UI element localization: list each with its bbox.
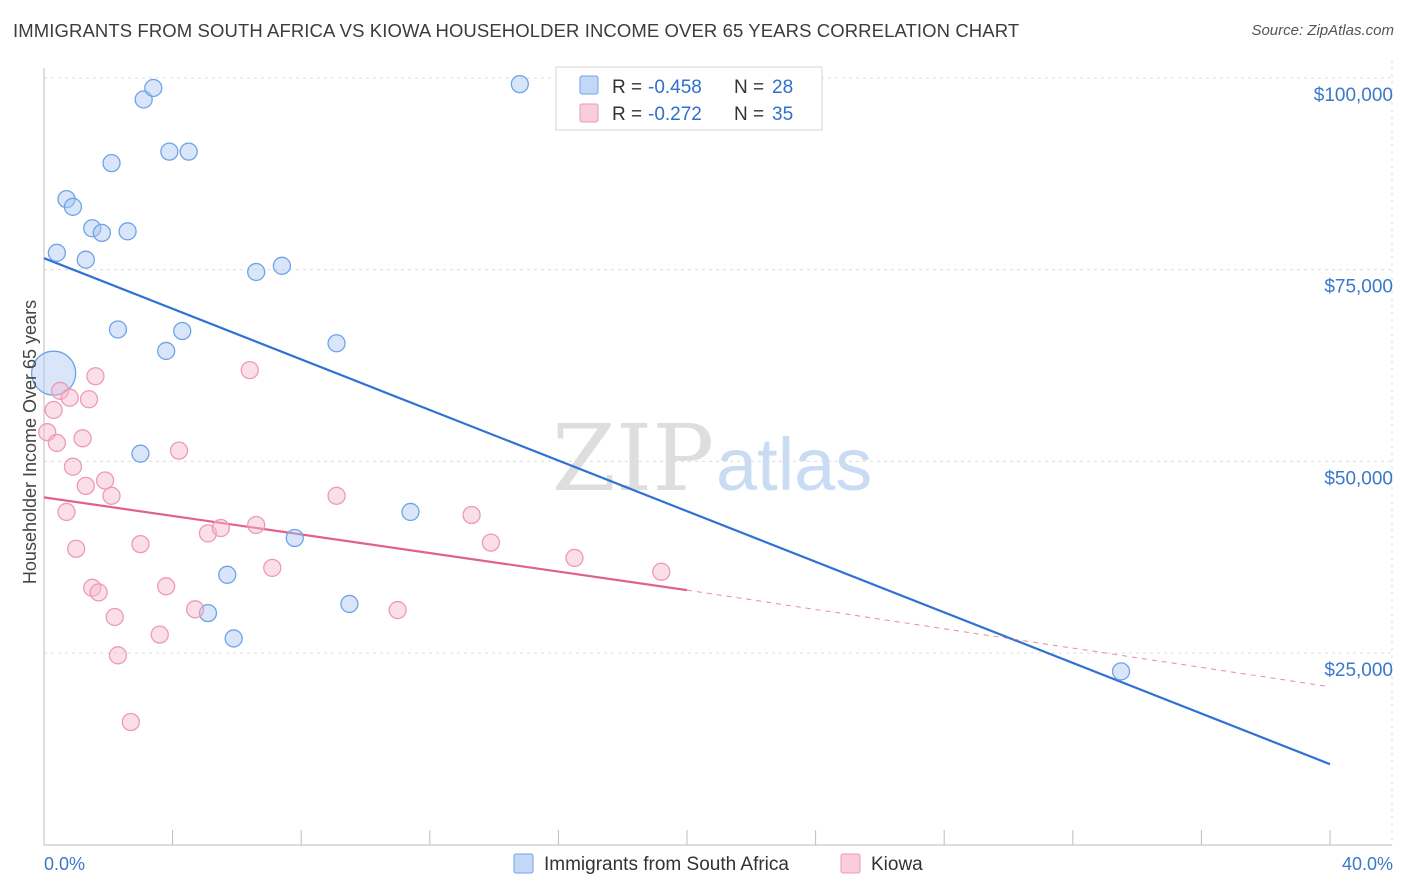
point-south-africa (179, 142, 198, 161)
point-kiowa (327, 486, 346, 505)
x-tick-label: 40.0% (1342, 854, 1393, 874)
bottom-legend: Immigrants from South Africa Kiowa (513, 853, 923, 875)
trend-line-extension-1 (686, 589, 1331, 688)
point-kiowa (63, 457, 83, 476)
point-south-africa (144, 78, 163, 98)
point-kiowa (86, 367, 105, 386)
trend-line-1 (43, 496, 688, 592)
point-south-africa (272, 256, 292, 275)
legend-swatch-south-africa (579, 75, 599, 95)
point-south-africa (47, 243, 67, 262)
legend-box: R = -0.458 N = 28 R = -0.272 N = 35 (555, 66, 823, 131)
point-kiowa (150, 625, 169, 644)
point-kiowa (47, 433, 67, 453)
point-kiowa (121, 712, 140, 732)
y-axis-label: Householder Income Over 65 years (20, 300, 40, 584)
legend-r-value-kiowa: -0.272 (648, 104, 702, 125)
point-south-africa (108, 320, 128, 339)
point-south-africa (83, 219, 102, 238)
point-kiowa (263, 558, 282, 578)
point-kiowa (211, 518, 230, 538)
point-kiowa (169, 441, 189, 460)
point-kiowa (652, 562, 671, 581)
point-kiowa (76, 476, 95, 496)
point-south-africa (510, 74, 529, 94)
bottom-legend-swatch-south-africa (513, 853, 534, 874)
point-kiowa (157, 577, 176, 596)
watermark-zip: ZIP (552, 405, 714, 512)
source-label: Source: ZipAtlas.com (1251, 22, 1394, 39)
point-south-africa (92, 223, 112, 243)
point-south-africa (131, 444, 150, 463)
bottom-legend-label-kiowa: Kiowa (871, 854, 923, 875)
point-south-africa (401, 502, 420, 522)
point-kiowa (73, 429, 92, 448)
x-tick-label: 0.0% (44, 854, 85, 874)
axes (43, 68, 1392, 846)
point-kiowa (565, 548, 584, 568)
point-kiowa (79, 390, 99, 409)
point-south-africa (160, 142, 179, 161)
point-south-africa (224, 629, 243, 648)
y-tick-labels: $25,000 $50,000 $75,000 $100,000 (1314, 85, 1393, 681)
legend-r-label-south-africa: R = (612, 77, 642, 98)
point-south-africa (340, 594, 359, 614)
point-south-africa (157, 341, 176, 361)
point-kiowa (89, 583, 108, 602)
point-kiowa (240, 360, 259, 380)
y-tick-label: $25,000 (1324, 660, 1393, 681)
point-kiowa (95, 471, 115, 490)
legend-n-value-south-africa: 28 (772, 77, 793, 98)
legend-n-value-kiowa: 35 (772, 104, 793, 125)
bottom-legend-swatch-kiowa (840, 853, 861, 874)
point-kiowa (185, 600, 205, 619)
point-south-africa (327, 334, 346, 353)
bottom-legend-label-south-africa: Immigrants from South Africa (544, 854, 789, 875)
data-points (30, 74, 1131, 732)
point-south-africa (102, 153, 121, 173)
point-south-africa (1111, 662, 1131, 681)
point-kiowa (481, 533, 501, 552)
point-south-africa (63, 197, 83, 216)
point-south-africa (118, 222, 137, 241)
trend-line-0 (43, 257, 1331, 766)
point-south-africa (247, 262, 266, 282)
point-kiowa (50, 381, 70, 400)
point-kiowa (108, 646, 128, 665)
point-kiowa (102, 486, 121, 505)
point-kiowa (131, 534, 150, 554)
chart-title: IMMIGRANTS FROM SOUTH AFRICA VS KIOWA HO… (13, 20, 1020, 41)
point-kiowa (44, 400, 63, 420)
point-kiowa (105, 607, 124, 627)
watermark-atlas: atlas (716, 423, 872, 506)
point-kiowa (462, 505, 481, 525)
legend-r-value-south-africa: -0.458 (648, 77, 702, 98)
point-south-africa (285, 528, 304, 548)
x-tick-labels: 0.0% 40.0% (44, 854, 1393, 874)
point-south-africa (218, 565, 237, 584)
point-kiowa (247, 515, 266, 535)
point-kiowa (67, 539, 86, 558)
legend-n-label-south-africa: N = (734, 77, 764, 98)
legend-r-label-kiowa: R = (612, 104, 642, 125)
point-south-africa (76, 250, 95, 269)
y-tick-label: $50,000 (1324, 468, 1393, 489)
watermark: ZIP atlas (552, 405, 872, 512)
legend-n-label-kiowa: N = (734, 104, 764, 125)
point-south-africa (173, 321, 192, 341)
trend-lines (43, 257, 1331, 766)
y-tick-label: $75,000 (1324, 277, 1393, 298)
point-kiowa (388, 600, 407, 620)
y-tick-label: $100,000 (1314, 85, 1393, 106)
point-kiowa (57, 502, 76, 522)
legend-swatch-kiowa (579, 103, 599, 123)
point-kiowa (60, 388, 79, 407)
